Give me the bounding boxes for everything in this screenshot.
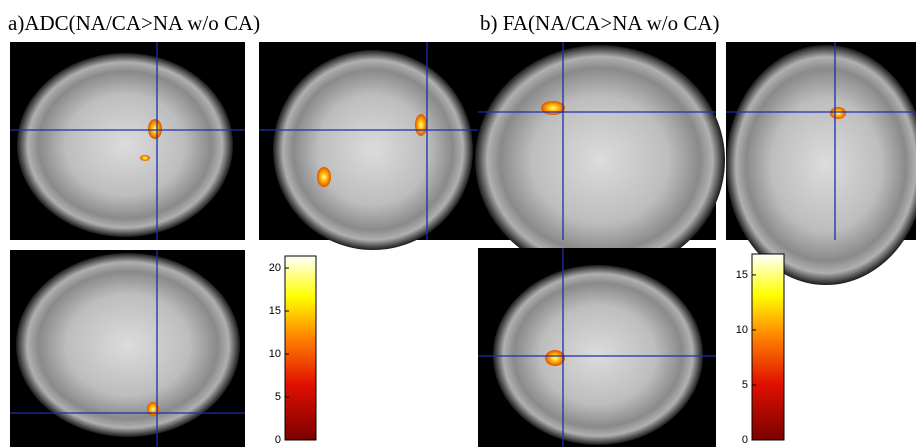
figure: a)ADC(NA/CA>NA w/o CA) b) FA(NA/CA>NA w/… xyxy=(0,0,916,447)
colorbar-tick-label: 0 xyxy=(275,434,281,446)
mri-coronal xyxy=(726,42,916,285)
colorbar-tick-label: 10 xyxy=(269,348,281,360)
colorbar xyxy=(285,256,316,440)
colorbar-tick-label: 0 xyxy=(742,434,748,446)
colorbar xyxy=(752,254,784,440)
mri-sagittal xyxy=(10,42,245,240)
colorbar-tick-label: 15 xyxy=(736,269,748,281)
colorbar-tick-label: 10 xyxy=(736,324,748,336)
mri-coronal xyxy=(259,42,487,250)
panel-title: b) FA(NA/CA>NA w/o CA) xyxy=(480,11,720,35)
mri-axial xyxy=(478,248,716,447)
mri-axial xyxy=(10,250,245,447)
mri-sagittal xyxy=(475,42,725,275)
colorbar-tick-label: 15 xyxy=(269,305,281,317)
colorbar-tick-label: 5 xyxy=(275,391,281,403)
colorbar-tick-label: 5 xyxy=(742,379,748,391)
panel-title: a)ADC(NA/CA>NA w/o CA) xyxy=(8,11,260,35)
colorbar-tick-label: 20 xyxy=(269,262,281,274)
